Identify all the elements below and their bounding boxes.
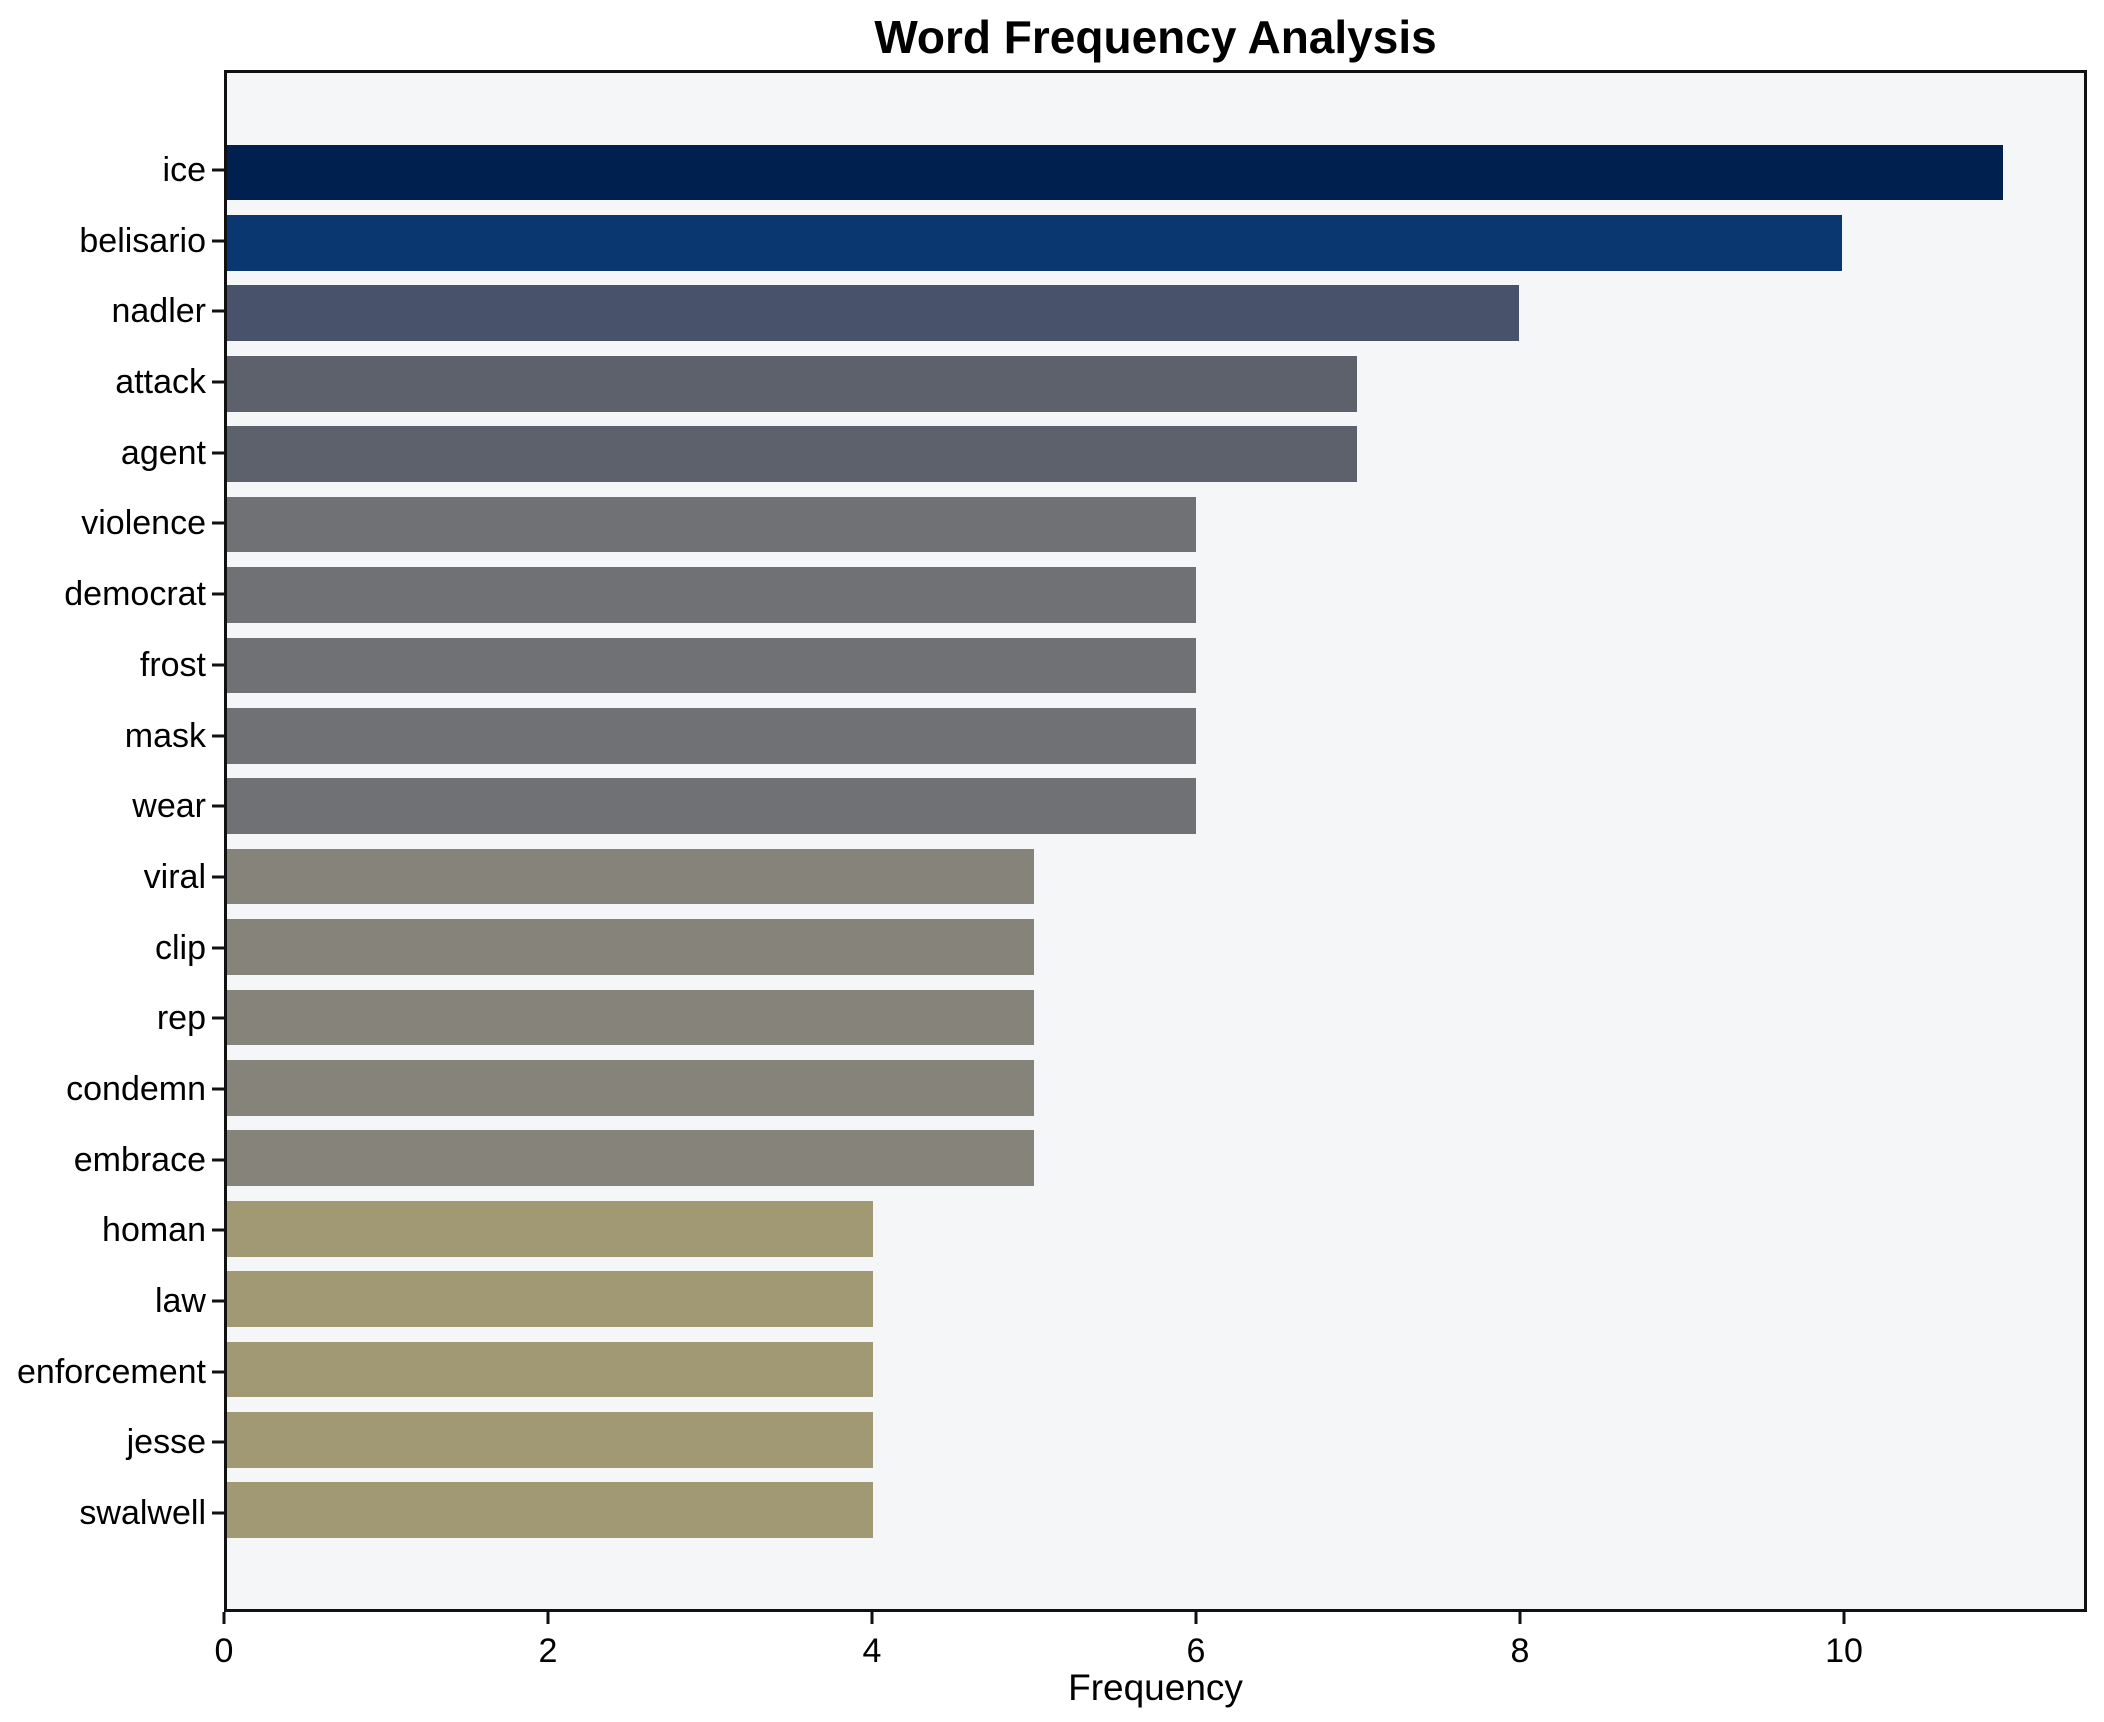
x-tick-label: 4 xyxy=(862,1632,882,1670)
y-tick-label: mask xyxy=(124,716,206,755)
bar-row xyxy=(226,701,2084,771)
bar-row xyxy=(226,1334,2084,1404)
bar-row xyxy=(226,489,2084,559)
y-tick-label: condemn xyxy=(66,1069,206,1108)
x-tick-mark xyxy=(1194,1612,1198,1624)
bars-container xyxy=(226,73,2084,1609)
bar-nadler xyxy=(226,285,1519,342)
bar-row xyxy=(226,912,2084,982)
bars-bottom-padding xyxy=(227,1545,2084,1608)
bar-embrace xyxy=(226,1130,1035,1187)
y-tick-mark xyxy=(212,946,224,950)
bar-row xyxy=(226,208,2084,278)
bar-frost xyxy=(226,637,1196,694)
y-tick-label: belisario xyxy=(79,221,206,260)
y-tick-label: wear xyxy=(132,787,206,826)
bar-row xyxy=(226,1475,2084,1545)
y-tick-label: embrace xyxy=(73,1140,206,1179)
y-tick-label: law xyxy=(154,1281,206,1320)
y-tick-mark xyxy=(212,521,224,525)
y-tick-mark xyxy=(212,1440,224,1444)
y-tick-mark xyxy=(212,451,224,455)
y-tick-mark xyxy=(212,168,224,172)
y-tick-mark xyxy=(212,875,224,879)
chart-title: Word Frequency Analysis xyxy=(874,11,1437,63)
y-tick-label: attack xyxy=(115,363,206,402)
y-tick-label: nadler xyxy=(111,292,206,331)
bar-enforcement xyxy=(226,1341,873,1398)
bar-swalwell xyxy=(226,1482,873,1539)
bar-condemn xyxy=(226,1059,1035,1116)
y-tick-label: viral xyxy=(143,857,206,896)
x-tick-mark xyxy=(1518,1612,1522,1624)
bar-belisario xyxy=(226,215,1842,271)
bar-row xyxy=(226,630,2084,700)
bar-jesse xyxy=(226,1411,873,1468)
bar-row xyxy=(226,1405,2084,1475)
x-tick-mark xyxy=(222,1612,226,1624)
y-tick-mark xyxy=(212,309,224,313)
y-tick-mark xyxy=(212,1087,224,1091)
bar-row xyxy=(226,1264,2084,1334)
bar-row xyxy=(226,278,2084,348)
y-tick-mark xyxy=(212,1228,224,1232)
y-tick-mark xyxy=(212,592,224,596)
x-tick-label: 10 xyxy=(1825,1632,1863,1670)
bar-row xyxy=(226,841,2084,911)
y-tick-mark xyxy=(212,1370,224,1374)
x-tick-mark xyxy=(1842,1612,1846,1624)
bar-row xyxy=(226,419,2084,489)
bar-row xyxy=(226,560,2084,630)
x-tick-label: 2 xyxy=(538,1632,558,1670)
bars-top-padding xyxy=(227,73,2084,137)
x-tick-mark xyxy=(546,1612,550,1624)
plot-area xyxy=(223,69,2087,1612)
x-axis-label: Frequency xyxy=(1068,1666,1243,1708)
y-tick-label: rep xyxy=(156,999,206,1038)
y-tick-mark xyxy=(212,1158,224,1162)
y-tick-mark xyxy=(212,734,224,737)
y-tick-mark xyxy=(212,804,224,808)
bar-row xyxy=(226,1123,2084,1193)
y-tick-label: enforcement xyxy=(17,1352,206,1391)
bar-row xyxy=(226,982,2084,1052)
y-tick-mark xyxy=(212,663,224,667)
bar-democrat xyxy=(226,567,1196,623)
y-tick-mark xyxy=(212,239,224,243)
y-tick-label: jesse xyxy=(126,1423,206,1462)
y-tick-label: ice xyxy=(162,151,206,190)
y-tick-mark xyxy=(212,380,224,384)
y-tick-mark xyxy=(212,1299,224,1303)
x-tick-mark xyxy=(870,1612,874,1624)
bar-row xyxy=(226,1053,2084,1123)
y-tick-label: homan xyxy=(102,1211,206,1250)
x-tick-label: 8 xyxy=(1510,1632,1530,1670)
bar-law xyxy=(226,1271,873,1327)
y-tick-label: violence xyxy=(81,504,206,543)
bar-violence xyxy=(226,496,1196,553)
y-tick-label: agent xyxy=(120,433,206,472)
y-tick-label: clip xyxy=(154,928,206,967)
y-tick-label: frost xyxy=(139,645,206,684)
y-tick-mark xyxy=(212,1016,224,1020)
bar-row xyxy=(226,137,2084,207)
y-tick-label: democrat xyxy=(64,575,206,614)
bar-row xyxy=(226,349,2084,419)
bar-mask xyxy=(226,707,1196,764)
bar-ice xyxy=(226,144,2004,201)
bar-agent xyxy=(226,426,1358,483)
bar-viral xyxy=(226,848,1035,905)
y-tick-mark xyxy=(212,1511,224,1515)
bar-rep xyxy=(226,989,1035,1046)
bar-clip xyxy=(226,919,1035,975)
y-tick-label: swalwell xyxy=(79,1494,206,1533)
bar-wear xyxy=(226,778,1196,835)
x-tick-label: 0 xyxy=(214,1632,234,1670)
bar-row xyxy=(226,771,2084,841)
bar-attack xyxy=(226,355,1358,412)
bar-row xyxy=(226,1193,2084,1263)
x-tick-label: 6 xyxy=(1186,1632,1206,1670)
bar-homan xyxy=(226,1200,873,1257)
